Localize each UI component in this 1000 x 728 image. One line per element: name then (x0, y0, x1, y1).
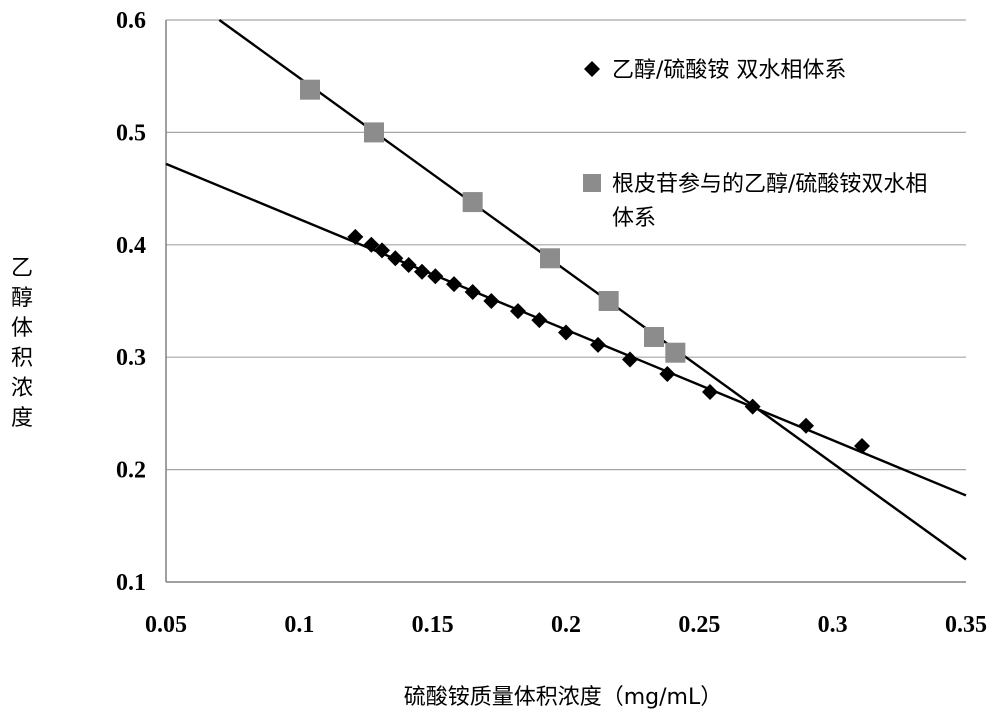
y-tick-label: 0.5 (116, 120, 146, 146)
y-axis-title-char: 乙 (11, 256, 33, 281)
axes (165, 20, 966, 583)
x-tick-label: 0.15 (412, 612, 454, 638)
legend-label-series-2-line-2: 体系 (612, 206, 656, 231)
x-tick-label: 0.05 (145, 612, 187, 638)
legend-label-series-2: 根皮苷参与的乙醇/硫酸铵双水相 (612, 172, 927, 197)
diamond-point (702, 384, 718, 401)
diamond-point (464, 284, 481, 301)
diamond-point (483, 293, 500, 309)
square-point (300, 79, 320, 100)
diamond-point (510, 303, 526, 320)
y-tick-labels: 0.1 0.2 0.3 0.4 0.5 0.6 (116, 8, 146, 596)
y-axis-title-char: 积 (11, 346, 33, 371)
gridlines (166, 19, 966, 471)
square-point (598, 291, 619, 311)
diamond-point (347, 228, 364, 245)
square-point (644, 326, 664, 347)
legend-marker-diamond (584, 61, 600, 77)
diamond-point (744, 398, 761, 415)
x-tick-label: 0.25 (678, 612, 720, 638)
diamond-point (414, 263, 430, 280)
diamond-point (446, 276, 462, 293)
y-tick-label: 0.3 (116, 345, 146, 371)
data-points (300, 79, 870, 454)
diamond-point (558, 324, 574, 341)
x-tick-label: 0.3 (818, 612, 848, 638)
diamond-point (387, 250, 404, 267)
x-axis-title: 硫酸铵质量体积浓度（mg/mL） (404, 685, 723, 710)
trendlines (165, 19, 967, 561)
diamond-point (374, 242, 390, 259)
trendline-series-2 (218, 19, 967, 561)
diamond-point (622, 351, 638, 368)
y-tick-label: 0.4 (116, 233, 146, 259)
y-tick-label: 0.1 (116, 570, 146, 596)
legend: 乙醇/硫酸铵 双水相体系 根皮苷参与的乙醇/硫酸铵双水相 体系 (583, 58, 927, 231)
legend-marker-square (583, 174, 601, 192)
diamond-point (854, 437, 870, 454)
square-point (540, 248, 560, 269)
y-axis-title-char: 浓 (11, 376, 33, 401)
square-point (462, 192, 483, 213)
diamond-point (400, 257, 417, 274)
diamond-point (590, 336, 606, 353)
x-tick-label: 0.2 (551, 612, 581, 638)
square-point (364, 122, 384, 143)
diamond-point (798, 417, 814, 434)
y-axis-title-char: 醇 (11, 286, 33, 311)
diamond-point (427, 268, 444, 285)
y-axis-title-char: 体 (11, 316, 33, 341)
x-tick-labels: 0.05 0.1 0.15 0.2 0.25 0.3 0.35 (145, 612, 987, 638)
y-tick-label: 0.2 (116, 458, 146, 484)
square-point (665, 342, 686, 363)
diamond-point (363, 236, 380, 253)
x-tick-label: 0.35 (945, 612, 987, 638)
diamond-point (659, 366, 676, 383)
diamond-point (531, 312, 548, 329)
y-axis-title-char: 度 (11, 406, 33, 431)
x-tick-label: 0.1 (284, 612, 314, 638)
y-tick-label: 0.6 (116, 8, 146, 34)
legend-label-series-1: 乙醇/硫酸铵 双水相体系 (612, 58, 846, 83)
